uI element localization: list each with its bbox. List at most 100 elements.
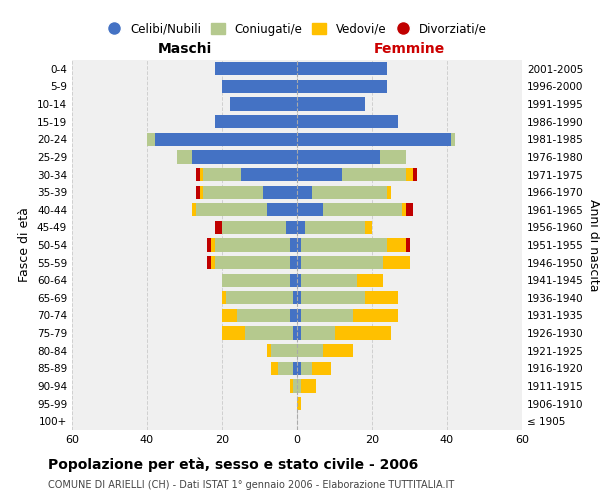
Bar bbox=[196, 186, 199, 198]
Bar bbox=[297, 221, 305, 234]
Bar bbox=[297, 397, 301, 410]
Bar bbox=[263, 186, 297, 198]
Bar bbox=[301, 309, 353, 322]
Bar bbox=[155, 132, 297, 146]
Bar bbox=[290, 238, 297, 252]
Bar bbox=[196, 168, 199, 181]
Bar bbox=[271, 362, 278, 375]
Bar bbox=[380, 150, 406, 164]
Bar bbox=[406, 203, 413, 216]
Bar bbox=[222, 309, 237, 322]
Bar bbox=[207, 256, 211, 269]
Bar bbox=[290, 380, 293, 392]
Bar bbox=[147, 132, 155, 146]
Bar bbox=[297, 362, 301, 375]
Bar bbox=[406, 168, 413, 181]
Text: Popolazione per età, sesso e stato civile - 2006: Popolazione per età, sesso e stato civil… bbox=[48, 458, 418, 472]
Bar bbox=[215, 238, 290, 252]
Bar bbox=[297, 98, 365, 110]
Bar bbox=[271, 344, 297, 358]
Text: Maschi: Maschi bbox=[157, 42, 212, 56]
Bar bbox=[215, 62, 297, 76]
Bar bbox=[267, 203, 297, 216]
Bar bbox=[297, 132, 451, 146]
Bar bbox=[293, 326, 297, 340]
Bar bbox=[211, 238, 215, 252]
Bar bbox=[297, 62, 387, 76]
Bar bbox=[215, 221, 222, 234]
Bar bbox=[222, 80, 297, 93]
Bar bbox=[297, 380, 301, 392]
Bar bbox=[297, 274, 301, 287]
Bar bbox=[290, 256, 297, 269]
Bar bbox=[199, 186, 203, 198]
Bar bbox=[192, 203, 196, 216]
Bar bbox=[267, 344, 271, 358]
Bar bbox=[226, 291, 293, 304]
Bar bbox=[245, 326, 293, 340]
Bar bbox=[297, 238, 301, 252]
Y-axis label: Anni di nascita: Anni di nascita bbox=[587, 198, 600, 291]
Bar bbox=[215, 115, 297, 128]
Bar bbox=[413, 168, 417, 181]
Bar bbox=[237, 309, 290, 322]
Bar bbox=[293, 362, 297, 375]
Bar bbox=[406, 238, 409, 252]
Bar bbox=[305, 221, 365, 234]
Bar bbox=[222, 274, 290, 287]
Bar bbox=[297, 344, 323, 358]
Bar bbox=[293, 380, 297, 392]
Bar bbox=[365, 221, 372, 234]
Bar bbox=[192, 150, 297, 164]
Bar bbox=[402, 203, 406, 216]
Bar bbox=[229, 98, 297, 110]
Bar bbox=[353, 309, 398, 322]
Bar bbox=[222, 326, 245, 340]
Bar bbox=[301, 326, 335, 340]
Bar bbox=[203, 186, 263, 198]
Bar bbox=[312, 362, 331, 375]
Bar bbox=[387, 186, 391, 198]
Bar bbox=[323, 203, 402, 216]
Bar bbox=[297, 115, 398, 128]
Bar bbox=[297, 80, 387, 93]
Bar bbox=[222, 291, 226, 304]
Bar bbox=[342, 168, 406, 181]
Bar bbox=[335, 326, 391, 340]
Bar bbox=[241, 168, 297, 181]
Bar bbox=[357, 274, 383, 287]
Text: COMUNE DI ARIELLI (CH) - Dati ISTAT 1° gennaio 2006 - Elaborazione TUTTITALIA.IT: COMUNE DI ARIELLI (CH) - Dati ISTAT 1° g… bbox=[48, 480, 454, 490]
Bar bbox=[312, 186, 387, 198]
Bar bbox=[301, 291, 365, 304]
Bar bbox=[297, 309, 301, 322]
Bar bbox=[301, 238, 387, 252]
Bar bbox=[215, 256, 290, 269]
Bar bbox=[301, 380, 316, 392]
Bar bbox=[222, 221, 286, 234]
Bar bbox=[383, 256, 409, 269]
Text: Femmine: Femmine bbox=[374, 42, 445, 56]
Bar bbox=[301, 274, 357, 287]
Bar bbox=[286, 221, 297, 234]
Bar bbox=[207, 238, 211, 252]
Bar bbox=[199, 168, 203, 181]
Bar bbox=[301, 362, 312, 375]
Legend: Celibi/Nubili, Coniugati/e, Vedovi/e, Divorziati/e: Celibi/Nubili, Coniugati/e, Vedovi/e, Di… bbox=[102, 18, 492, 40]
Bar bbox=[278, 362, 293, 375]
Bar bbox=[297, 168, 342, 181]
Bar bbox=[177, 150, 192, 164]
Bar bbox=[297, 291, 301, 304]
Bar bbox=[211, 256, 215, 269]
Bar bbox=[297, 256, 301, 269]
Bar bbox=[290, 274, 297, 287]
Bar bbox=[451, 132, 455, 146]
Bar bbox=[196, 203, 267, 216]
Bar bbox=[301, 256, 383, 269]
Bar bbox=[365, 291, 398, 304]
Bar bbox=[297, 326, 301, 340]
Bar bbox=[297, 150, 380, 164]
Bar bbox=[293, 291, 297, 304]
Bar bbox=[297, 186, 312, 198]
Bar bbox=[203, 168, 241, 181]
Bar bbox=[290, 309, 297, 322]
